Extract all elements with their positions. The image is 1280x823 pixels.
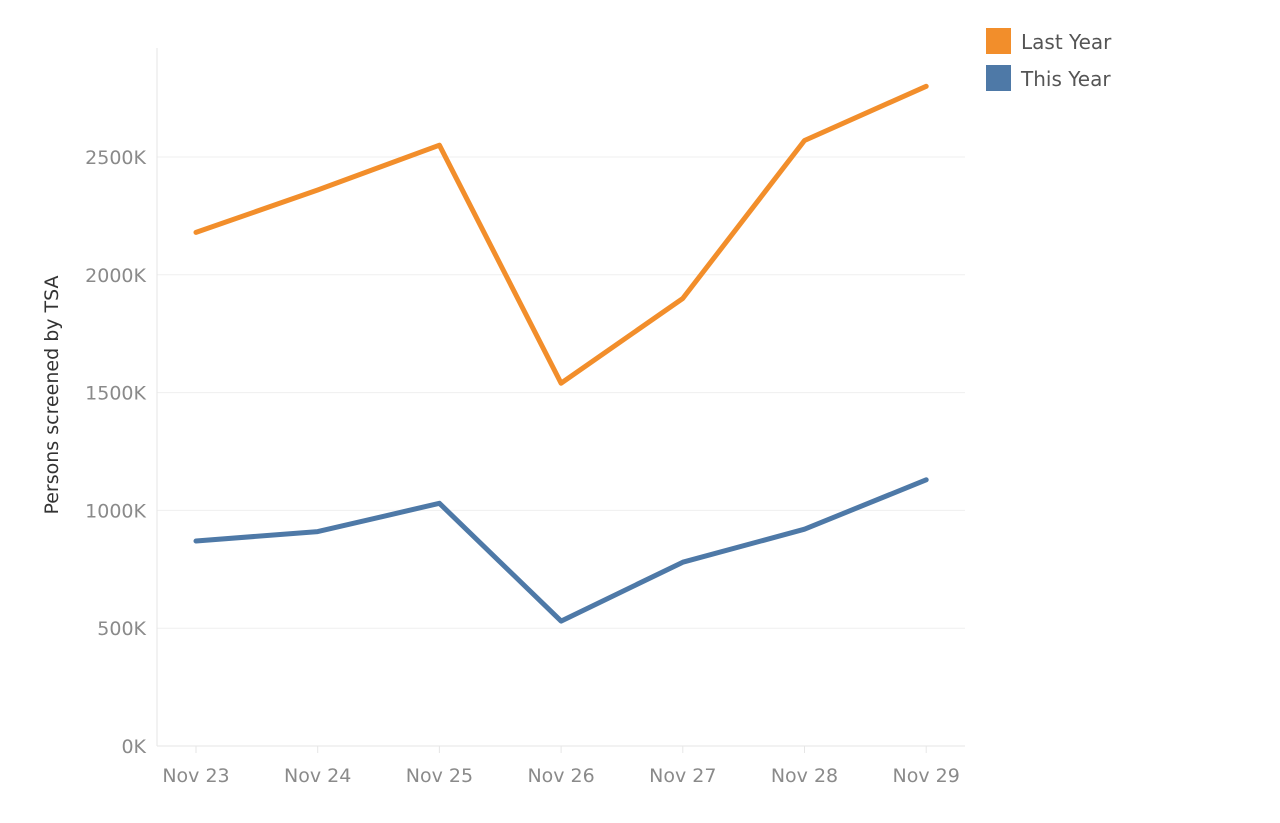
- y-tick-label: 500K: [97, 618, 146, 640]
- data-point[interactable]: [802, 526, 808, 532]
- y-tick-label: 2000K: [85, 265, 146, 287]
- x-tick-label: Nov 24: [284, 765, 351, 787]
- data-point[interactable]: [680, 295, 686, 301]
- data-point[interactable]: [315, 529, 321, 535]
- y-tick-label: 0K: [121, 736, 146, 758]
- x-tick-label: Nov 23: [162, 765, 229, 787]
- axes: [156, 48, 965, 753]
- data-point[interactable]: [436, 500, 442, 506]
- data-point[interactable]: [802, 138, 808, 144]
- series-line-this-year[interactable]: [193, 477, 929, 624]
- data-point[interactable]: [558, 618, 564, 624]
- x-tick-label: Nov 29: [893, 765, 960, 787]
- x-tick-label: Nov 25: [406, 765, 473, 787]
- x-tick-label: Nov 26: [527, 765, 594, 787]
- data-point[interactable]: [315, 187, 321, 193]
- legend-label: This Year: [1020, 67, 1111, 91]
- x-tick-label: Nov 28: [771, 765, 838, 787]
- data-point[interactable]: [680, 559, 686, 565]
- data-point[interactable]: [923, 477, 929, 483]
- y-axis-title: Persons screened by TSA: [41, 275, 63, 514]
- y-tick-labels: 0K 500K 1000K 1500K 2000K 2500K: [85, 147, 146, 758]
- series-lines: [193, 83, 929, 624]
- series-line-last-year[interactable]: [193, 83, 929, 386]
- data-point[interactable]: [436, 142, 442, 148]
- legend[interactable]: Last Year This Year: [986, 28, 1112, 91]
- legend-label: Last Year: [1021, 30, 1112, 54]
- x-tick-label: Nov 27: [649, 765, 716, 787]
- legend-item-this-year[interactable]: This Year: [986, 65, 1111, 91]
- x-tick-labels: Nov 23 Nov 24 Nov 25 Nov 26 Nov 27 Nov 28 Nov …: [162, 765, 960, 787]
- y-tick-label: 2500K: [85, 147, 146, 169]
- data-point[interactable]: [923, 83, 929, 89]
- legend-item-last-year[interactable]: Last Year: [986, 28, 1112, 54]
- data-point[interactable]: [193, 538, 199, 544]
- legend-swatch: [986, 65, 1011, 91]
- data-point[interactable]: [193, 229, 199, 235]
- data-point[interactable]: [558, 380, 564, 386]
- y-tick-label: 1000K: [85, 500, 146, 522]
- y-tick-label: 1500K: [85, 383, 146, 405]
- gridlines: [157, 156, 965, 629]
- legend-swatch: [986, 28, 1011, 54]
